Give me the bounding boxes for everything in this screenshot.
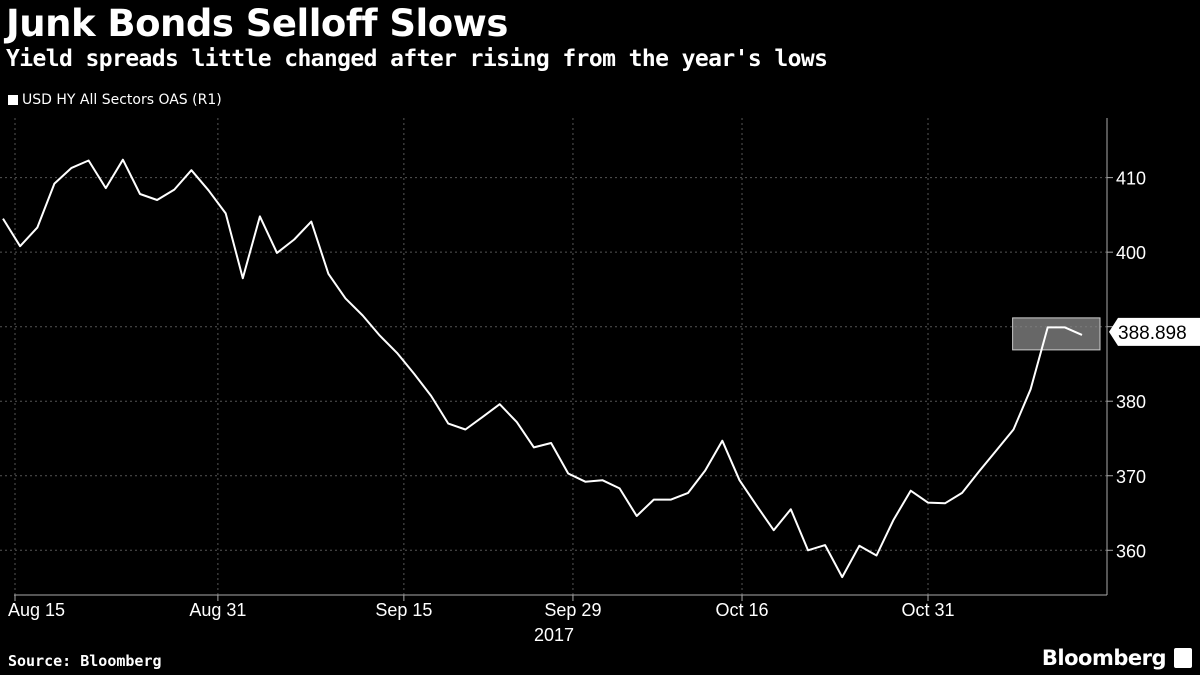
chart-subtitle: Yield spreads little changed after risin… [6,46,828,72]
y-tick-label: 400 [1116,243,1146,263]
y-tick-label: 370 [1116,467,1146,487]
x-tick-label: Aug 15 [8,600,65,620]
last-value-tag [1109,317,1200,346]
x-tick-label: Aug 31 [189,600,246,620]
year-label: 2017 [534,625,574,645]
brand-logo: Bloomberg [1041,646,1167,670]
series-line [2,158,1083,579]
legend: USD HY All Sectors OAS (R1) [8,92,222,108]
source-label: Source: Bloomberg [8,652,162,670]
chart-title: Junk Bonds Selloff Slows [6,2,508,45]
highlight-box [1012,317,1101,351]
bloomberg-terminal-icon [1174,648,1192,668]
x-tick-label: Oct 16 [716,600,769,620]
x-tick-label: Oct 31 [901,600,954,620]
y-tick-label: 380 [1116,392,1146,412]
last-value-label: 388.898 [1118,323,1187,344]
x-tick-label: Sep 15 [375,600,432,620]
x-tick-label: Sep 29 [544,600,601,620]
y-tick-label: 360 [1116,541,1146,561]
y-tick-label: 410 [1116,169,1146,189]
legend-swatch-icon [8,95,18,105]
legend-label: USD HY All Sectors OAS (R1) [22,92,222,108]
